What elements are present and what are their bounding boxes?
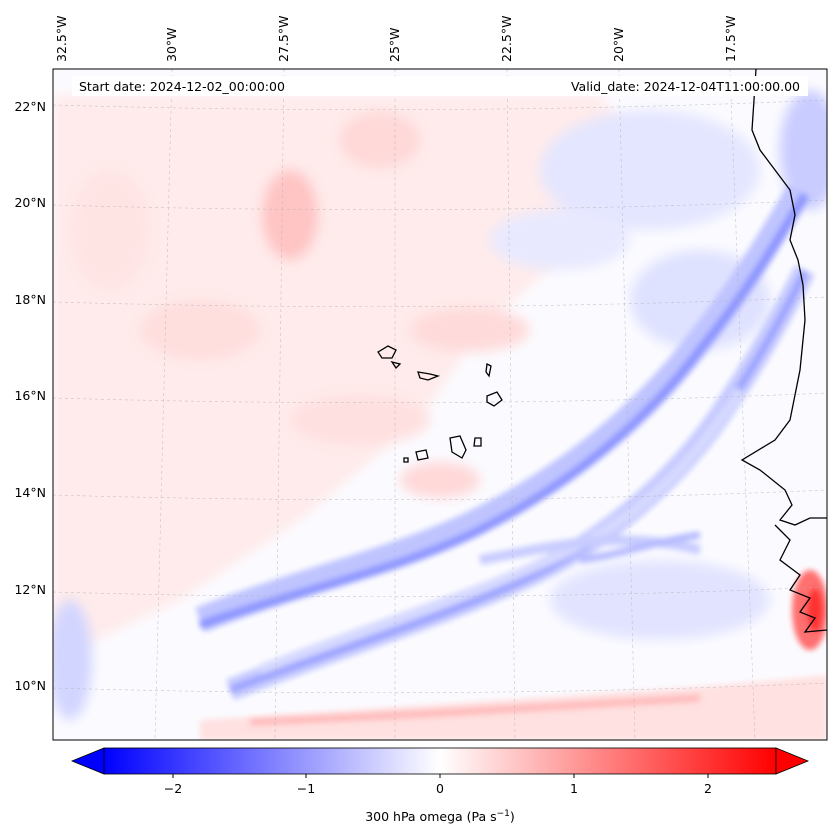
longitude-labels: 32.5°W 30°W 27.5°W 25°W 22.5°W 20°W 17.5… — [54, 16, 738, 62]
cape-verde-sao-nicolau — [417, 371, 441, 381]
colorbar-tick-2: 2 — [704, 781, 712, 796]
cape-verde-fogo — [415, 449, 429, 461]
coastlines — [377, 69, 827, 633]
colorbar-label-exponent: −1 — [497, 809, 510, 819]
lat-label-10n: 10°N — [14, 678, 46, 693]
graticule — [53, 69, 827, 740]
jet-band-lines — [195, 183, 815, 701]
cape-verde-santiago — [449, 435, 467, 459]
lat-label-12n: 12°N — [14, 582, 46, 597]
cape-verde-sao-vicente — [390, 360, 402, 370]
colorbar-label-main: 300 hPa omega (Pa s — [365, 809, 496, 824]
lon-label-25w: 25°W — [387, 27, 402, 62]
cape-verde-maio — [473, 437, 482, 447]
lon-label-27-5w: 27.5°W — [276, 16, 291, 62]
cape-verde-brava — [403, 457, 409, 463]
lat-label-18n: 18°N — [14, 292, 46, 307]
colorbar-tick-marks — [172, 774, 709, 778]
colorbar-label: 300 hPa omega (Pa s−1) — [365, 809, 515, 824]
map-frame — [52, 68, 828, 741]
info-strip — [72, 76, 808, 96]
colorbar-left-extension — [70, 747, 105, 775]
colorbar-body — [103, 747, 777, 775]
african-coastline — [740, 69, 827, 526]
colorbar-right-extension — [775, 747, 810, 775]
colorbar: −2 −1 0 1 2 300 hPa omega (Pa s−1) — [70, 747, 810, 824]
guinea-coastline — [774, 524, 827, 633]
cape-verde-sal — [485, 363, 492, 378]
cape-verde-boa-vista — [486, 391, 503, 407]
lat-label-14n: 14°N — [14, 485, 46, 500]
latitude-labels: 22°N 20°N 18°N 16°N 14°N 12°N 10°N — [14, 99, 46, 693]
lon-label-22-5w: 22.5°W — [499, 16, 514, 62]
colorbar-label-close: ) — [510, 809, 515, 824]
colorbar-tick-0: 0 — [436, 781, 444, 796]
lon-label-17-5w: 17.5°W — [723, 16, 738, 62]
lon-label-20w: 20°W — [611, 27, 626, 62]
colorbar-tick-1: 1 — [570, 781, 578, 796]
lat-label-20n: 20°N — [14, 195, 46, 210]
valid-date-label: Valid_date: 2024-12-04T11:00:00.00 — [571, 79, 800, 94]
lon-label-30w: 30°W — [164, 27, 179, 62]
southern-positive-band — [200, 570, 827, 740]
lat-label-16n: 16°N — [14, 388, 46, 403]
cape-verde-santo-antao — [377, 345, 397, 359]
map-panel — [53, 69, 827, 740]
lon-label-32-5w: 32.5°W — [54, 16, 69, 62]
colorbar-tick-neg1: −1 — [297, 781, 315, 796]
start-date-label: Start date: 2024-12-02_00:00:00 — [79, 79, 285, 94]
colorbar-tick-neg2: −2 — [164, 781, 182, 796]
lat-label-22n: 22°N — [14, 99, 46, 114]
